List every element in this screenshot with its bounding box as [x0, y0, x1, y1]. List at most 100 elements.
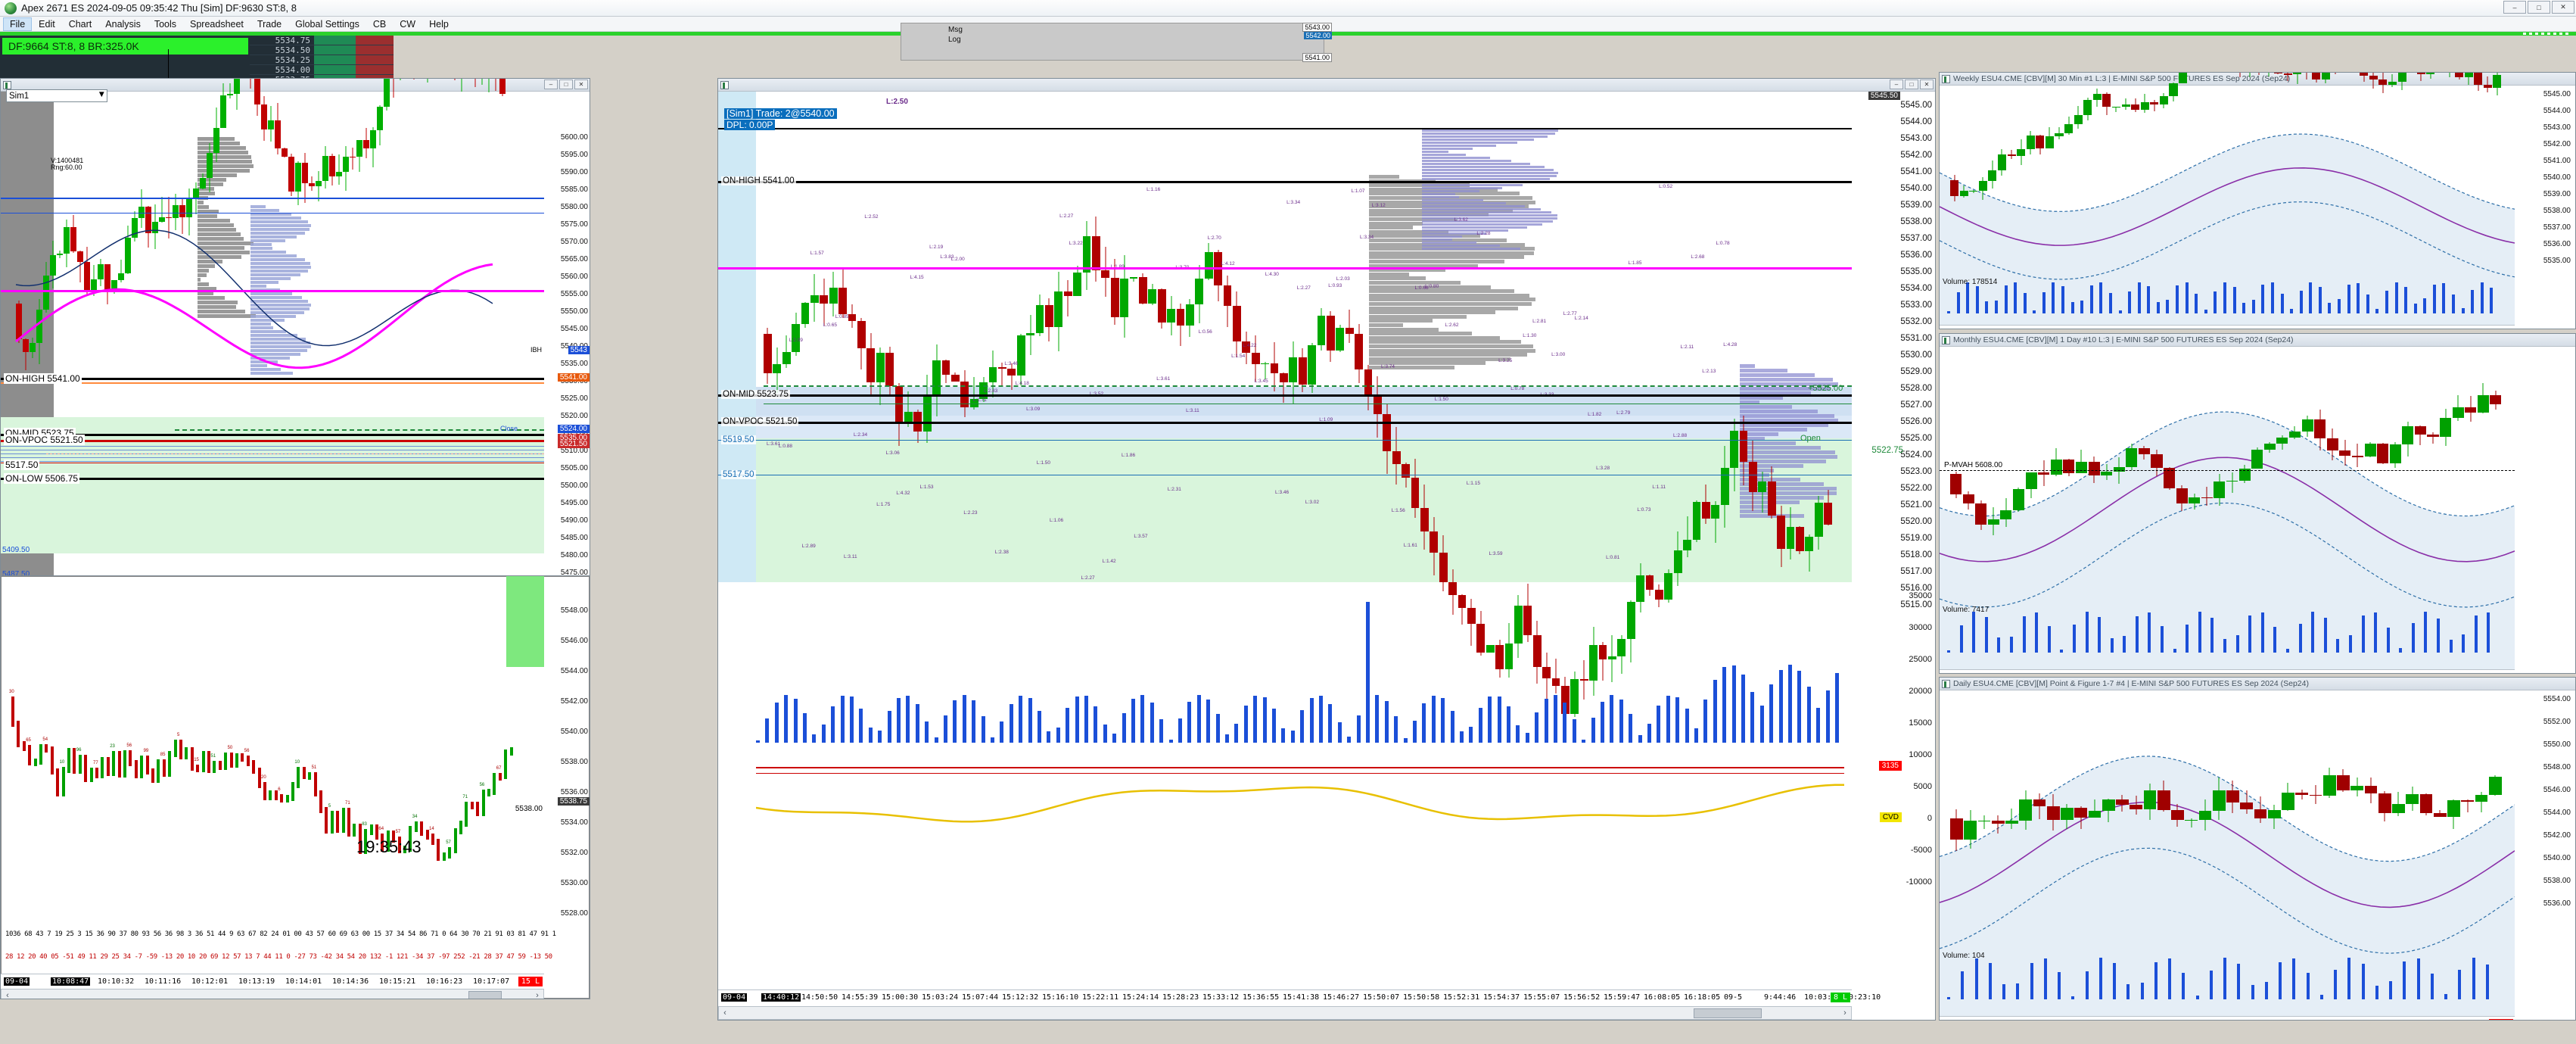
daily-plot-area[interactable]: 5554.00 5552.00 5550.00 5548.00 5546.00 5544.…: [1940, 690, 2575, 1020]
candlestick: [2445, 86, 2453, 275]
menu-item-trade[interactable]: Trade: [250, 17, 288, 31]
main-chart-panel[interactable]: – □ ✕ L:3.61 L:0.88 L:2.09 L:2.89 L:1.57 L:0.…: [717, 78, 1936, 1021]
menu-item-help[interactable]: Help: [422, 17, 456, 31]
ohlc-bar: [482, 790, 485, 816]
ladder-row[interactable]: 5534.75: [250, 36, 394, 45]
volume-bar: [2261, 612, 2264, 653]
volume-bar: [2080, 301, 2083, 313]
main-plot-area[interactable]: L:3.61 L:0.88 L:2.09 L:2.89 L:1.57 L:0.65 L:0.…: [718, 92, 1935, 1020]
time-axis-tick: 15:59:47: [1997, 1020, 2033, 1021]
main-panel-restore-icon[interactable]: □: [1905, 79, 1918, 89]
weekly-chart-panel[interactable]: Weekly ESU4.CME [CBV][M] 30 Min #1 L:3 |…: [1939, 72, 2576, 329]
candlestick: [2402, 347, 2413, 600]
menu-item-tools[interactable]: Tools: [148, 17, 183, 31]
volume-bar: [1619, 700, 1623, 743]
candlestick: [1364, 92, 1373, 576]
ladder-bid-cell[interactable]: [314, 36, 356, 45]
menu-item-analysis[interactable]: Analysis: [98, 17, 148, 31]
candlestick: [1092, 92, 1100, 576]
ladder-ask-cell[interactable]: [356, 55, 394, 64]
candlestick: [1402, 92, 1410, 576]
menu-item-spreadsheet[interactable]: Spreadsheet: [183, 17, 250, 31]
time-axis-tick: 9-3: [2442, 673, 2456, 674]
price-level-line: [1, 478, 544, 480]
volume-bar: [1169, 740, 1173, 743]
menu-item-global-settings[interactable]: Global Settings: [288, 17, 366, 31]
candlestick: [1702, 92, 1710, 576]
scrollbar-thumb[interactable]: [1694, 1008, 1762, 1018]
menu-item-cb[interactable]: CB: [366, 17, 393, 31]
daily-chart-panel[interactable]: Daily ESU4.CME [CBV][M] Point & Figure 1…: [1939, 677, 2576, 1021]
panel-minimize-icon[interactable]: –: [544, 79, 558, 89]
volume-bar: [1206, 700, 1210, 743]
time-axis-tick: 9-4: [2465, 673, 2478, 674]
main-panel-window-controls[interactable]: – □ ✕: [1890, 79, 1934, 89]
ladder-bid-cell[interactable]: [314, 55, 356, 64]
scroll-left-icon[interactable]: ‹: [2, 991, 14, 999]
ladder-row[interactable]: 5534.00: [250, 65, 394, 75]
menu-item-file[interactable]: File: [3, 17, 32, 31]
candle-annotation: L:1.15: [1467, 481, 1480, 486]
candlestick: [1570, 92, 1579, 576]
scroll-left-icon[interactable]: ‹: [719, 1008, 731, 1018]
volume-bar: [2403, 961, 2406, 999]
volume-bar: [1159, 719, 1163, 743]
ladder-row[interactable]: 5534.50: [250, 45, 394, 55]
scroll-right-icon[interactable]: ›: [531, 991, 543, 999]
candlestick: [2130, 690, 2142, 947]
maximize-button[interactable]: □: [2528, 1, 2550, 14]
msg-log-overlay[interactable]: Msg Log: [901, 23, 1324, 61]
volume-bar: [1960, 625, 1963, 653]
minimize-button[interactable]: –: [2503, 1, 2526, 14]
window-controls[interactable]: – □ ✕: [2503, 1, 2574, 14]
volume-bar: [794, 699, 798, 743]
ladder-ask-cell[interactable]: [356, 36, 394, 45]
candlestick: [1599, 92, 1607, 576]
ohlc-bar: [174, 740, 177, 757]
ladder-ask-cell[interactable]: [356, 45, 394, 55]
ohlc-bar: [487, 789, 490, 796]
volume-bar: [1722, 667, 1726, 743]
ladder-bid-cell[interactable]: [314, 45, 356, 55]
menu-item-chart[interactable]: Chart: [62, 17, 99, 31]
left-bottom-plot-area[interactable]: 30 65 54 10 96 77 23 56 99 85 5 15 51 50 56 20 6 10 51 5 71 8…: [1, 576, 590, 999]
left-bottom-chart-panel[interactable]: 30 65 54 10 96 77 23 56 99 85 5 15 51 50 56 20 6 10 51 5 71 8…: [0, 575, 590, 999]
menu-item-cw[interactable]: CW: [393, 17, 422, 31]
main-panel-close-icon[interactable]: ✕: [1920, 79, 1934, 89]
weekly-plot-area[interactable]: 5545.00 5544.00 5543.00 5542.00 5541.00 5540.…: [1940, 86, 2575, 329]
panel-close-icon[interactable]: ✕: [574, 79, 588, 89]
scrollbar-thumb[interactable]: [468, 991, 501, 999]
monthly-plot-area[interactable]: P-MVAH 5608.00Volume: 74178-18-28-58-68-…: [1940, 347, 2575, 673]
time-axis-tick: 09-05: [1943, 1020, 1968, 1021]
close-button[interactable]: ✕: [2552, 1, 2574, 14]
volume-bar: [2166, 300, 2169, 313]
scroll-right-icon[interactable]: ›: [1839, 1008, 1851, 1018]
ladder-ask-cell[interactable]: [356, 65, 394, 74]
volume-bar: [2362, 964, 2365, 999]
candlestick: [1815, 92, 1823, 576]
volume-bar: [2389, 981, 2392, 999]
candle-annotation: L:3.46: [1004, 361, 1018, 366]
time-axis-tick: 8-20: [2238, 673, 2256, 674]
account-chevron-down-icon[interactable]: ▼: [98, 90, 106, 99]
left-top-chart-panel[interactable]: – □ ✕ ON-HIGH 5541.00 ON-MID 5523.75 ON-VP…: [0, 78, 590, 578]
monthly-chart-panel[interactable]: Monthly ESU4.CME [CBV][M] 1 Day #10 L:3 …: [1939, 333, 2576, 674]
main-panel-minimize-icon[interactable]: –: [1890, 79, 1903, 89]
candle-annotation: L:4.32: [896, 491, 910, 496]
panel-window-controls[interactable]: – □ ✕: [544, 79, 588, 89]
menu-item-edit[interactable]: Edit: [32, 17, 62, 31]
ladder-row[interactable]: 5534.25: [250, 55, 394, 65]
candlestick: [1007, 92, 1016, 576]
candlestick: [1177, 92, 1185, 576]
volume-bar: [2033, 310, 2036, 313]
panel-restore-icon[interactable]: □: [559, 79, 573, 89]
horizontal-scrollbar[interactable]: ‹ ›: [1, 989, 544, 999]
left-top-plot-area[interactable]: ON-HIGH 5541.00 ON-MID 5523.75 ON-VPOC 552…: [1, 92, 590, 577]
volume-bar: [916, 704, 919, 743]
horizontal-scrollbar[interactable]: ‹ ›: [718, 1006, 1852, 1020]
candle-annotation: L:1.07: [1351, 189, 1364, 194]
ladder-bid-cell[interactable]: [314, 65, 356, 74]
account-select[interactable]: Sim1 ▼: [6, 89, 107, 102]
volume-bar: [2010, 637, 2013, 653]
volume-bar: [2098, 617, 2101, 653]
